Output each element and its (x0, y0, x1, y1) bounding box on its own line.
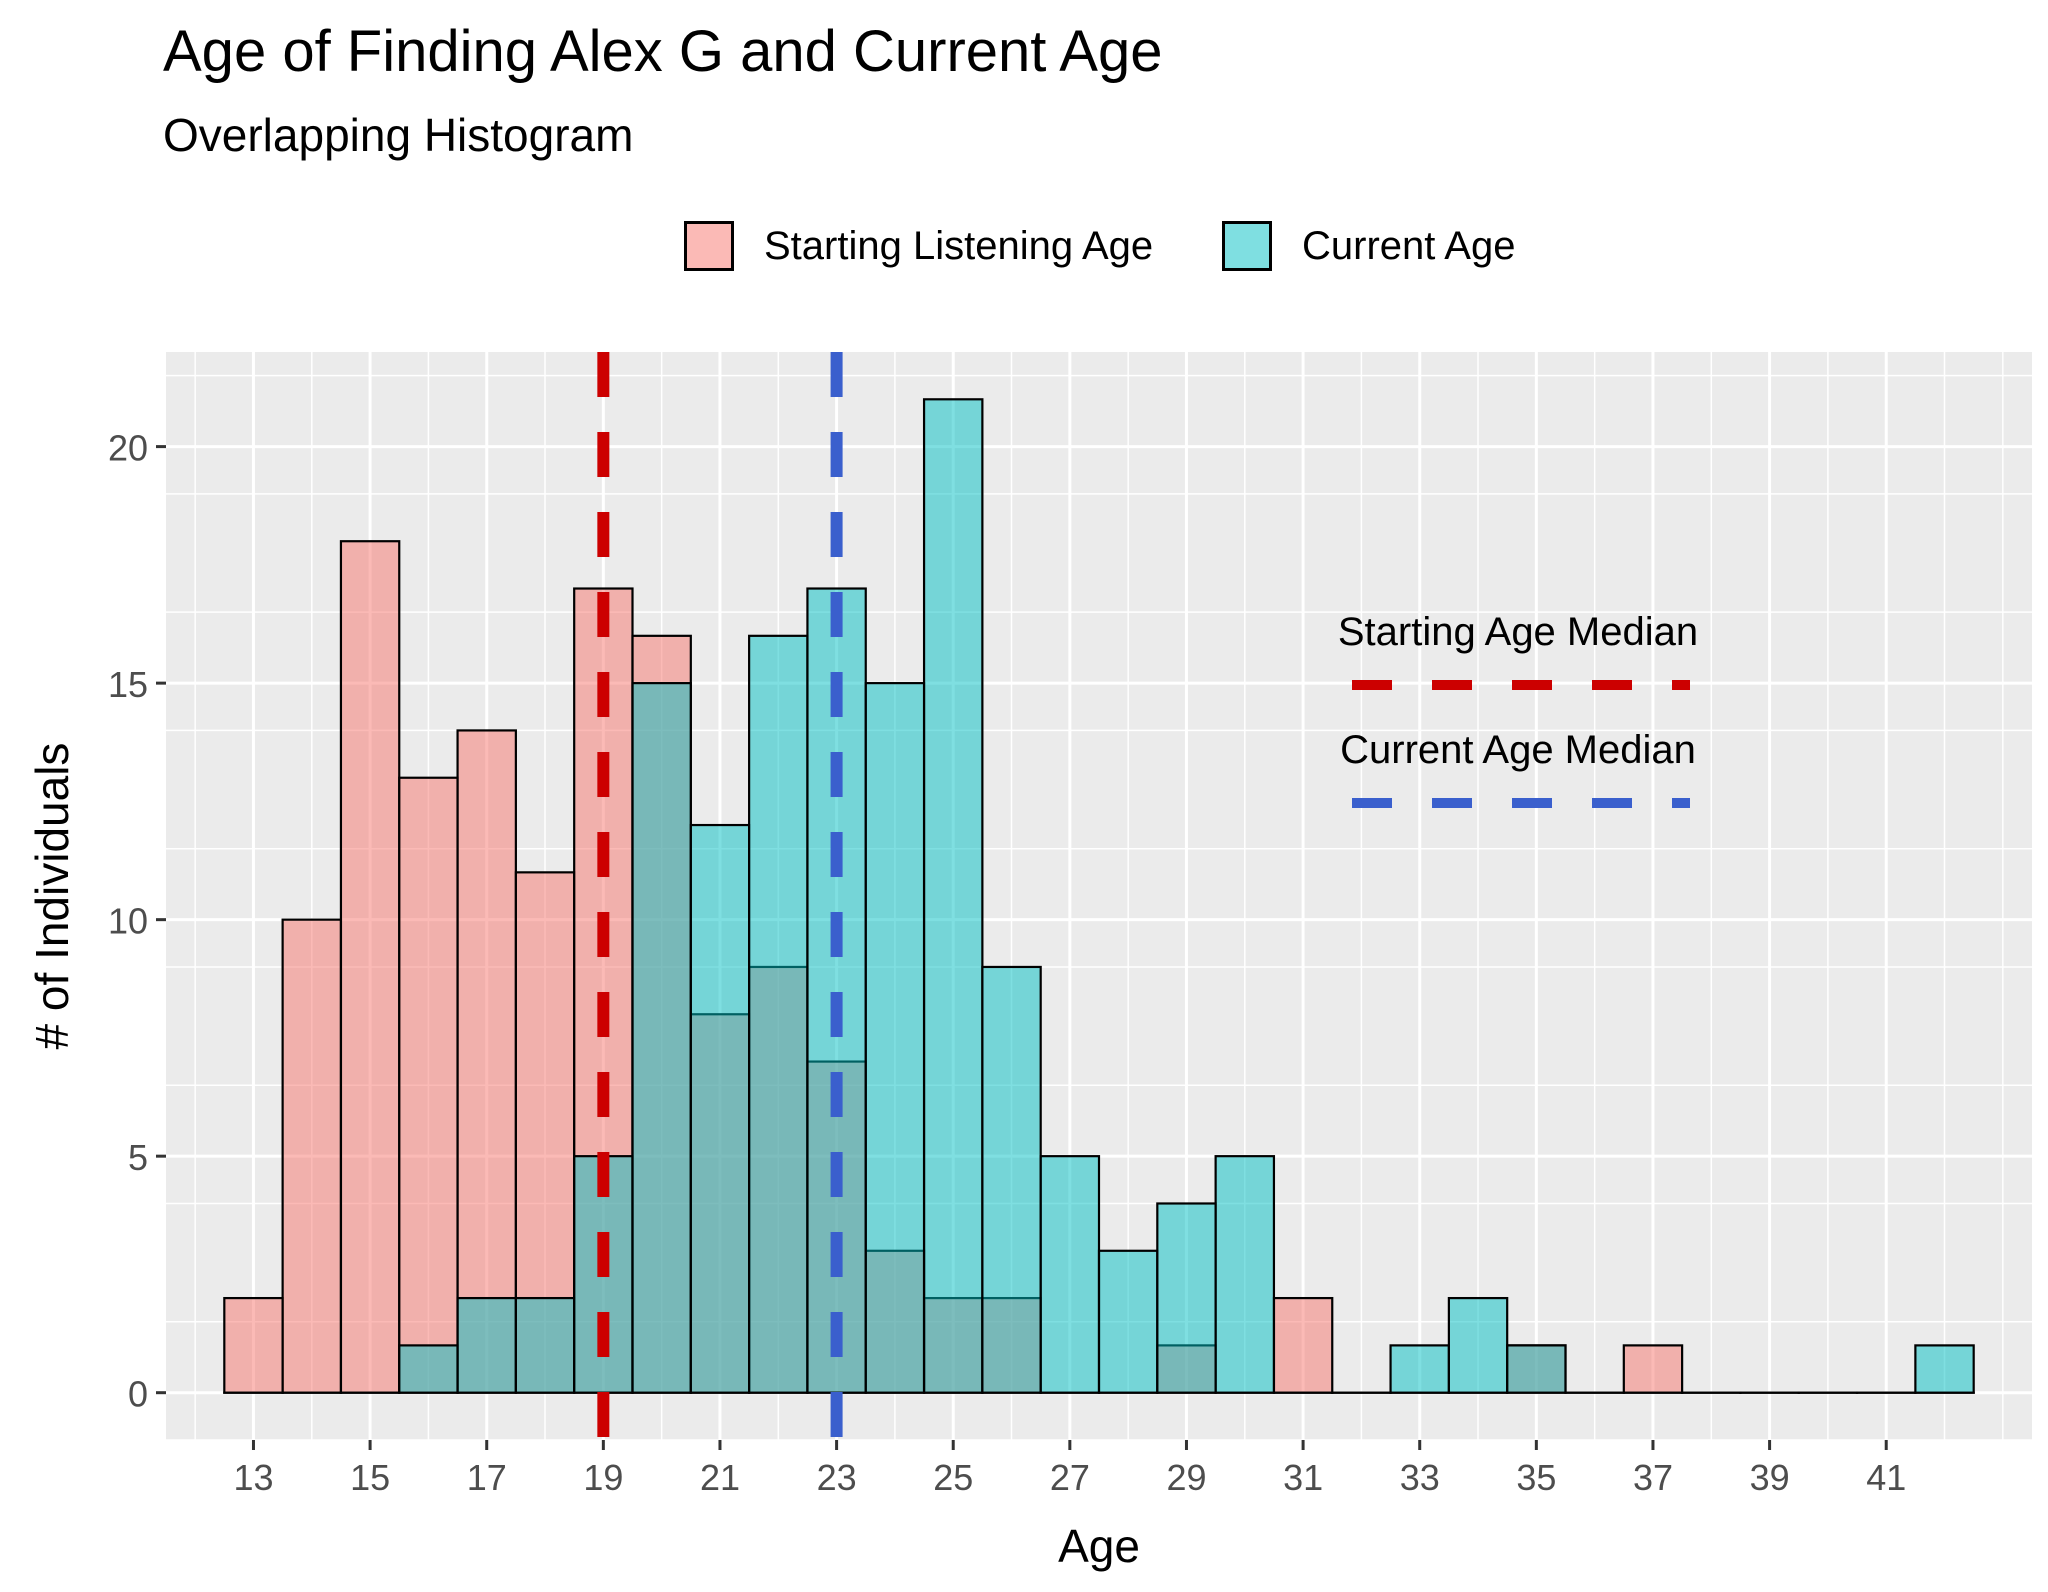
chart-title: Age of Finding Alex G and Current Age (163, 19, 1163, 84)
x-axis-title: Age (1058, 1520, 1140, 1572)
x-tick-label: 13 (233, 1457, 273, 1498)
histogram-bar-current (1097, 1249, 1159, 1394)
y-tick-label: 15 (108, 664, 148, 705)
y-tick-label: 10 (108, 901, 148, 942)
legend-swatch-current (1222, 221, 1272, 271)
histogram-bar-current (1506, 1344, 1567, 1394)
legend-label-starting: Starting Listening Age (764, 223, 1154, 268)
x-tick-label: 19 (583, 1457, 623, 1498)
histogram-bar-starting (398, 776, 459, 1394)
histogram-bar-current (1156, 1202, 1217, 1394)
y-axis-title: # of Individuals (26, 743, 78, 1050)
histogram-bar-current (514, 1296, 576, 1394)
legend-item-current: Current Age (1222, 216, 1515, 276)
x-tick-label: 21 (700, 1457, 740, 1498)
histogram-bar-current (631, 682, 692, 1394)
histogram-bar-starting (1272, 1296, 1334, 1394)
x-tick-label: 35 (1516, 1457, 1556, 1498)
histogram-bar-starting (339, 540, 401, 1394)
x-tick-label: 17 (467, 1457, 507, 1498)
legend-item-starting: Starting Listening Age (684, 216, 1153, 276)
x-tick-label: 33 (1400, 1457, 1440, 1498)
legend-label-current: Current Age (1302, 223, 1516, 268)
histogram-bar-starting (1622, 1344, 1684, 1394)
legend-swatch-starting (684, 221, 734, 271)
chart-subtitle: Overlapping Histogram (163, 109, 634, 161)
x-tick-label: 37 (1633, 1457, 1673, 1498)
histogram-bar-current (689, 823, 751, 1394)
histogram-bar-current (1039, 1155, 1101, 1394)
histogram-bar-starting (223, 1296, 284, 1394)
histogram-bar-current (456, 1296, 517, 1394)
histogram-bar-current (398, 1344, 459, 1394)
y-tick-label: 5 (128, 1137, 148, 1178)
histogram-bar-current (922, 398, 984, 1394)
x-tick-label: 29 (1166, 1457, 1206, 1498)
x-tick-label: 31 (1283, 1457, 1323, 1498)
histogram-bar-current (981, 965, 1042, 1394)
y-tick-label: 20 (108, 428, 148, 469)
histogram-bar-current (1447, 1296, 1509, 1394)
histogram-bar-current (864, 682, 926, 1394)
x-tick-label: 41 (1866, 1457, 1906, 1498)
histogram-bar-current (1389, 1344, 1450, 1394)
histogram-bar-current (1214, 1155, 1276, 1394)
starting-median-label: Starting Age Median (1338, 610, 1698, 654)
x-tick-label: 25 (933, 1457, 973, 1498)
histogram-bar-starting (456, 729, 517, 1394)
x-tick-label: 39 (1750, 1457, 1790, 1498)
current-median-label: Current Age Median (1340, 728, 1696, 772)
histogram-bar-starting (281, 918, 343, 1394)
y-tick-label: 0 (128, 1374, 148, 1415)
histogram-bar-current (748, 634, 809, 1394)
x-tick-label: 15 (350, 1457, 390, 1498)
histogram-bar-current (1914, 1344, 1975, 1394)
x-tick-label: 27 (1050, 1457, 1090, 1498)
x-tick-label: 23 (817, 1457, 857, 1498)
